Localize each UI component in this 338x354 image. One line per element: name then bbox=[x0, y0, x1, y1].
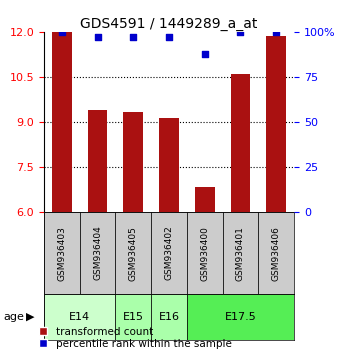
Bar bbox=[231, 74, 250, 212]
Bar bbox=[151, 212, 187, 294]
Text: GSM936402: GSM936402 bbox=[165, 226, 173, 280]
Text: GSM936404: GSM936404 bbox=[93, 226, 102, 280]
Text: E16: E16 bbox=[159, 312, 179, 322]
Point bbox=[95, 34, 100, 40]
Bar bbox=[44, 294, 115, 340]
Title: GDS4591 / 1449289_a_at: GDS4591 / 1449289_a_at bbox=[80, 17, 258, 31]
Text: GSM936406: GSM936406 bbox=[272, 225, 281, 281]
Bar bbox=[195, 187, 215, 212]
Point bbox=[59, 29, 65, 35]
Bar bbox=[187, 294, 294, 340]
Bar bbox=[115, 212, 151, 294]
Text: GSM936403: GSM936403 bbox=[57, 225, 66, 281]
Bar bbox=[223, 212, 258, 294]
Bar bbox=[258, 212, 294, 294]
Bar bbox=[266, 36, 286, 212]
Bar bbox=[159, 118, 179, 212]
Text: GSM936401: GSM936401 bbox=[236, 225, 245, 281]
Bar bbox=[44, 212, 80, 294]
Text: E15: E15 bbox=[123, 312, 144, 322]
Bar bbox=[80, 212, 115, 294]
Bar bbox=[151, 294, 187, 340]
Bar bbox=[123, 112, 143, 212]
Point bbox=[166, 34, 172, 40]
Point bbox=[273, 29, 279, 35]
Text: ▶: ▶ bbox=[26, 312, 35, 322]
Text: GSM936400: GSM936400 bbox=[200, 225, 209, 281]
Legend: transformed count, percentile rank within the sample: transformed count, percentile rank withi… bbox=[39, 327, 232, 349]
Text: GSM936405: GSM936405 bbox=[129, 225, 138, 281]
Bar bbox=[115, 294, 151, 340]
Bar bbox=[52, 32, 72, 212]
Point bbox=[238, 29, 243, 35]
Text: E17.5: E17.5 bbox=[224, 312, 256, 322]
Point bbox=[202, 51, 208, 56]
Text: age: age bbox=[3, 312, 24, 322]
Text: E14: E14 bbox=[69, 312, 90, 322]
Bar bbox=[88, 110, 107, 212]
Point bbox=[130, 34, 136, 40]
Bar bbox=[187, 212, 223, 294]
